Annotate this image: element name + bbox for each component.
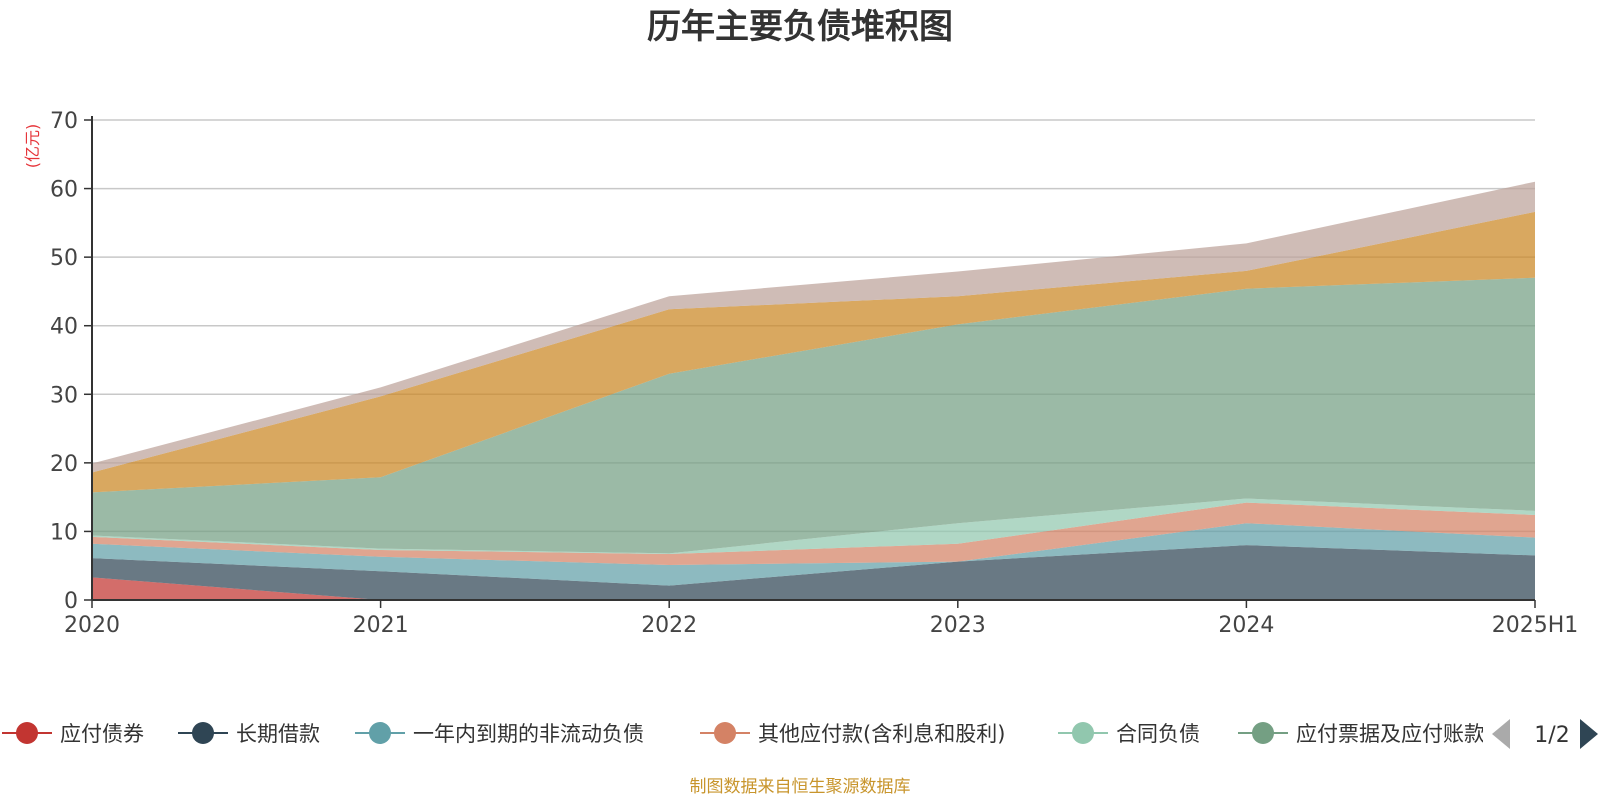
legend-label: 长期借款 xyxy=(236,722,320,746)
x-tick-label: 2025H1 xyxy=(1492,613,1579,638)
legend-next-page-icon[interactable] xyxy=(1580,719,1598,749)
x-tick-label: 2020 xyxy=(64,613,120,638)
legend-item-5[interactable]: 合同负债 xyxy=(1058,722,1200,746)
legend-page-indicator: 1/2 xyxy=(1534,723,1569,748)
area-series-6 xyxy=(92,277,1535,554)
legend-circle-marker xyxy=(16,722,38,744)
legend-label: 合同负债 xyxy=(1116,722,1200,746)
y-tick-label: 10 xyxy=(50,520,78,545)
legend-circle-marker xyxy=(1072,722,1094,744)
area-series-4 xyxy=(92,502,1535,566)
legend: 应付债券 长期借款 一年内到期的非流动负债 其他应付款(含利息和股利) 合同负债 应付票据… xyxy=(2,722,1485,746)
area-series xyxy=(92,181,1535,600)
y-tick-label: 0 xyxy=(64,589,78,614)
legend-item-3[interactable]: 一年内到期的非流动负债 xyxy=(355,722,644,746)
y-tick-label: 60 xyxy=(50,178,78,203)
chart-title: 历年主要负债堆积图 xyxy=(647,7,953,47)
source-note: 制图数据来自恒生聚源数据库 xyxy=(690,777,911,797)
area-series-3 xyxy=(92,523,1535,586)
legend-circle-marker xyxy=(714,722,736,744)
legend-circle-marker xyxy=(369,722,391,744)
y-tick-label: 50 xyxy=(50,246,78,271)
y-tick-label: 30 xyxy=(50,383,78,408)
area-series-5 xyxy=(92,498,1535,555)
legend-item-4[interactable]: 其他应付款(含利息和股利) xyxy=(700,722,1005,746)
legend-circle-marker xyxy=(192,722,214,744)
area-series-1 xyxy=(92,577,1535,600)
y-tick-label: 40 xyxy=(50,315,78,340)
y-tick-label: 20 xyxy=(50,452,78,477)
legend-label: 其他应付款(含利息和股利) xyxy=(758,722,1005,746)
legend-item-6[interactable]: 应付票据及应付账款 xyxy=(1238,722,1485,746)
x-tick-label: 2021 xyxy=(353,613,409,638)
legend-circle-marker xyxy=(1252,722,1274,744)
x-tick-label: 2024 xyxy=(1218,613,1274,638)
area-series-2 xyxy=(92,545,1535,600)
area-series-8 xyxy=(92,181,1535,473)
x-tick-label: 2023 xyxy=(930,613,986,638)
legend-label: 应付票据及应付账款 xyxy=(1296,722,1485,746)
legend-pager: 1/2 xyxy=(1492,719,1598,749)
axes: 0 10 20 30 40 50 60 70 2020 2021 2022 2023 2024 2025H… xyxy=(50,109,1578,638)
y-tick-label: 70 xyxy=(50,109,78,134)
area-series-7 xyxy=(92,211,1535,493)
y-axis-unit-label: (亿元) xyxy=(23,124,42,169)
x-tick-label: 2022 xyxy=(641,613,697,638)
legend-item-2[interactable]: 长期借款 xyxy=(178,722,320,746)
legend-item-1[interactable]: 应付债券 xyxy=(2,722,144,746)
legend-label: 应付债券 xyxy=(60,722,144,746)
legend-label: 一年内到期的非流动负债 xyxy=(413,722,644,746)
legend-prev-page-icon[interactable] xyxy=(1492,719,1510,749)
